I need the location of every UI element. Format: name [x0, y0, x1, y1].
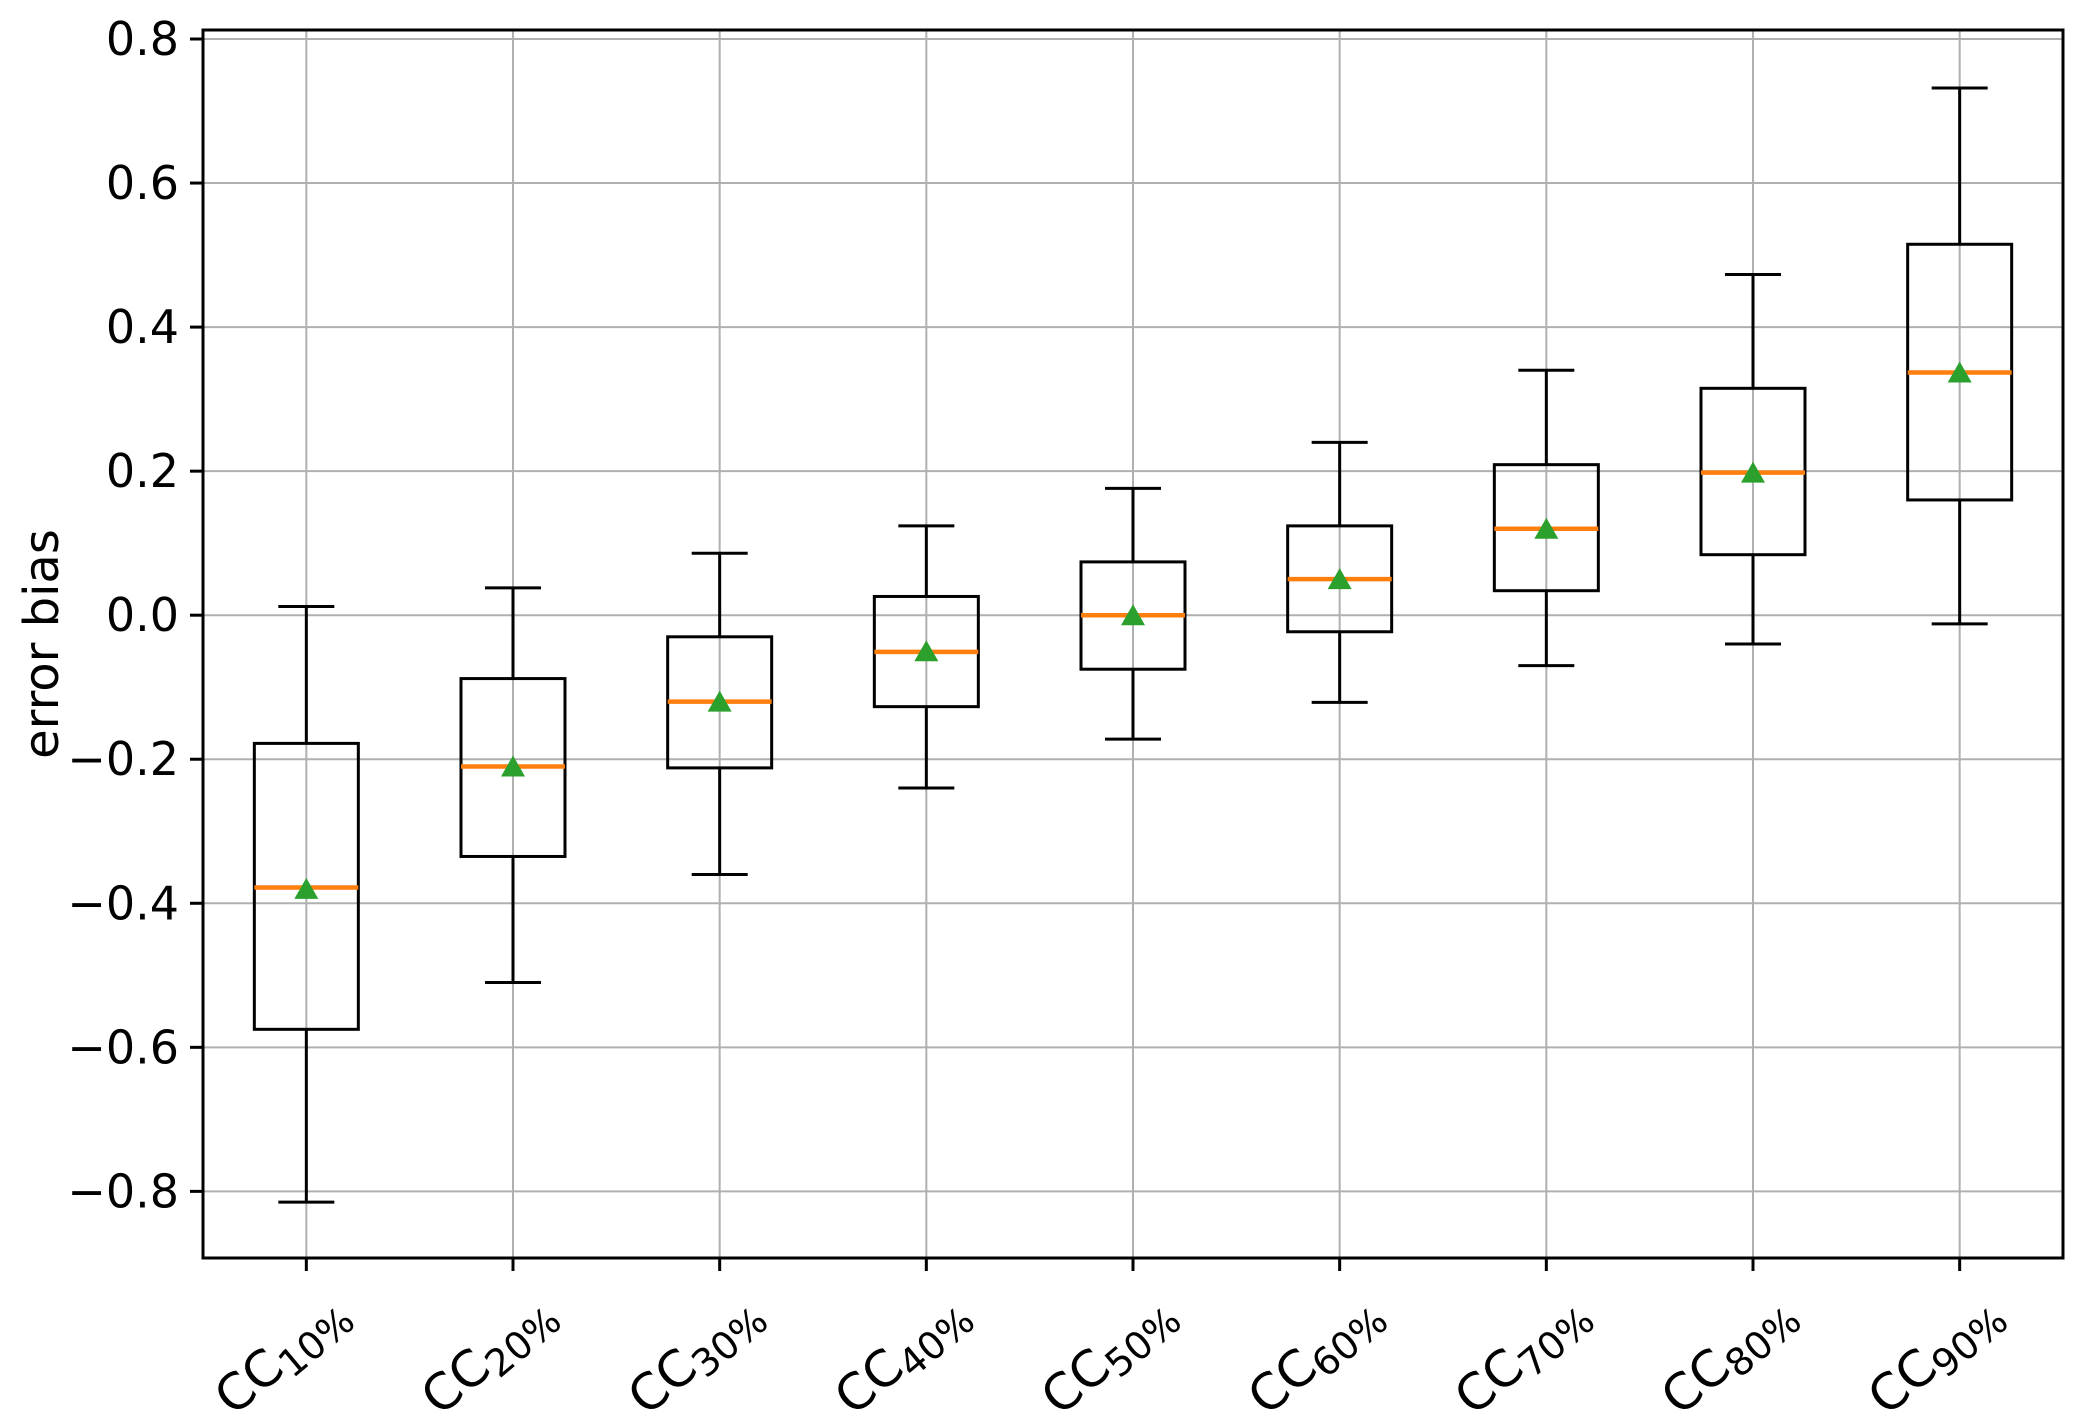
y-tick-label: 0.2 — [106, 444, 179, 498]
mean-marker — [707, 690, 732, 712]
mean-marker — [1121, 604, 1145, 626]
x-tick-label: CC50% — [1030, 1283, 1189, 1424]
mean-marker — [501, 755, 525, 777]
y-tick-label: 0.6 — [106, 156, 179, 210]
y-tick-label: −0.8 — [67, 1164, 179, 1218]
mean-marker — [1327, 568, 1352, 590]
mean-marker — [294, 877, 319, 899]
x-tick-label: CC80% — [1650, 1283, 1809, 1424]
x-tick-label: CC40% — [824, 1283, 983, 1424]
x-tick-label: CC30% — [617, 1283, 776, 1424]
mean-marker — [914, 640, 939, 662]
mean-marker — [1947, 361, 1972, 383]
x-tick-label: CC90% — [1857, 1283, 2016, 1424]
y-tick-label: −0.6 — [67, 1020, 179, 1074]
y-tick-label: −0.2 — [67, 732, 179, 786]
x-tick-label: CC60% — [1237, 1283, 1396, 1424]
mean-marker — [1534, 517, 1559, 539]
y-tick-label: 0.0 — [106, 588, 179, 642]
mean-marker — [1741, 461, 1765, 483]
x-tick-label: CC10% — [204, 1283, 363, 1424]
x-tick-label: CC20% — [410, 1283, 569, 1424]
y-tick-label: 0.8 — [106, 12, 179, 66]
x-tick-label: CC70% — [1444, 1283, 1603, 1424]
y-tick-label: 0.4 — [106, 300, 179, 354]
y-tick-label: −0.4 — [67, 876, 179, 930]
